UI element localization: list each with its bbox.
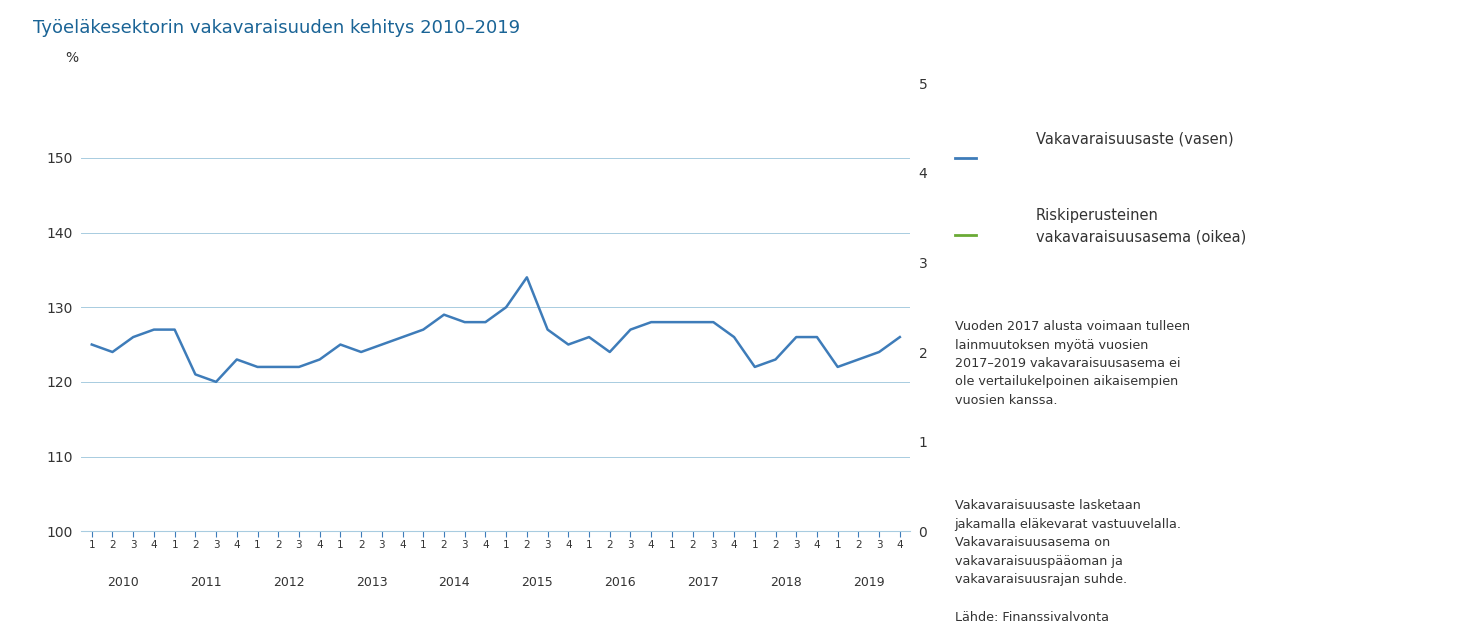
Text: 2016: 2016: [604, 576, 636, 589]
Text: 2019: 2019: [852, 576, 885, 589]
Text: Työeläkesektorin vakavaraisuuden kehitys 2010–2019: Työeläkesektorin vakavaraisuuden kehitys…: [33, 19, 519, 37]
Text: Vuoden 2017 alusta voimaan tulleen
lainmuutoksen myötä vuosien
2017–2019 vakavar: Vuoden 2017 alusta voimaan tulleen lainm…: [955, 320, 1190, 407]
Text: 2018: 2018: [770, 576, 802, 589]
Text: Vakavaraisuusaste lasketaan
jakamalla eläkevarat vastuuvelalla.
Vakavaraisuusase: Vakavaraisuusaste lasketaan jakamalla el…: [955, 499, 1181, 586]
Text: %: %: [65, 51, 78, 65]
Text: 2013: 2013: [355, 576, 388, 589]
Text: 2014: 2014: [438, 576, 471, 589]
Text: 2015: 2015: [521, 576, 554, 589]
Text: Vakavaraisuusaste (vasen): Vakavaraisuusaste (vasen): [1036, 131, 1234, 146]
Text: 2011: 2011: [189, 576, 222, 589]
Text: 2017: 2017: [687, 576, 719, 589]
Text: 2012: 2012: [272, 576, 305, 589]
Text: Lähde: Finanssivalvonta: Lähde: Finanssivalvonta: [955, 611, 1109, 624]
Text: Riskiperusteinen
vakavaraisuusasema (oikea): Riskiperusteinen vakavaraisuusasema (oik…: [1036, 208, 1246, 244]
Text: 2010: 2010: [107, 576, 139, 589]
